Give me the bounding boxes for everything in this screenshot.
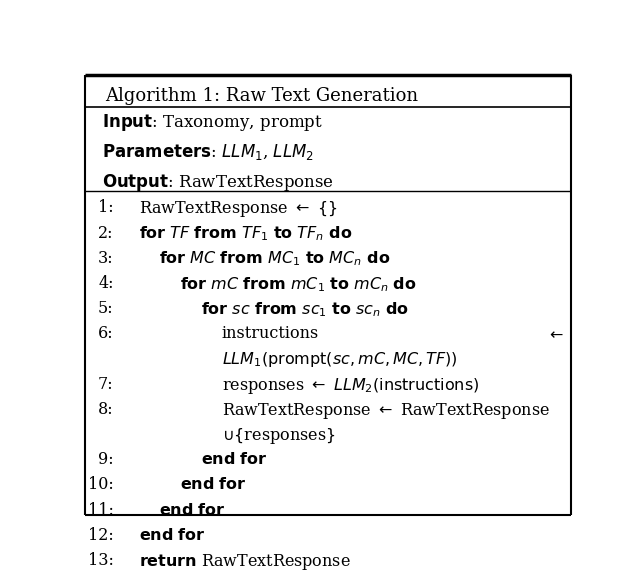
Text: $\mathbf{for}$ $sc$ $\mathbf{from}$ $sc_1$ $\mathbf{to}$ $sc_n$ $\mathbf{do}$: $\mathbf{for}$ $sc$ $\mathbf{from}$ $sc_…: [201, 300, 409, 319]
Text: 5:: 5:: [98, 300, 114, 317]
Text: $\mathbf{Input}$: Taxonomy, prompt: $\mathbf{Input}$: Taxonomy, prompt: [102, 112, 323, 133]
Text: 10:: 10:: [88, 477, 114, 493]
Text: $\mathbf{for}$ $mC$ $\mathbf{from}$ $mC_1$ $\mathbf{to}$ $mC_n$ $\mathbf{do}$: $\mathbf{for}$ $mC$ $\mathbf{from}$ $mC_…: [180, 275, 417, 294]
Text: RawTextResponse $\leftarrow$ RawTextResponse: RawTextResponse $\leftarrow$ RawTextResp…: [222, 401, 550, 421]
Text: $\mathbf{Output}$: RawTextResponse: $\mathbf{Output}$: RawTextResponse: [102, 172, 334, 193]
Text: $\mathbf{return}$ RawTextResponse: $\mathbf{return}$ RawTextResponse: [138, 552, 350, 572]
Text: 12:: 12:: [88, 527, 114, 544]
Text: 8:: 8:: [98, 401, 114, 418]
Text: $\mathbf{end\ for}$: $\mathbf{end\ for}$: [201, 451, 268, 468]
Text: 1:: 1:: [98, 199, 114, 216]
Text: 6:: 6:: [98, 325, 114, 342]
Text: Algorithm 1: Raw Text Generation: Algorithm 1: Raw Text Generation: [105, 87, 418, 105]
Text: $\mathbf{end\ for}$: $\mathbf{end\ for}$: [138, 527, 205, 544]
Text: $\mathbf{end\ for}$: $\mathbf{end\ for}$: [180, 477, 247, 493]
Text: 13:: 13:: [88, 552, 114, 569]
Text: 4:: 4:: [98, 275, 114, 292]
Text: 11:: 11:: [88, 502, 114, 519]
Text: responses $\leftarrow$ $LLM_2(\mathrm{instructions})$: responses $\leftarrow$ $LLM_2(\mathrm{in…: [222, 376, 479, 395]
Text: $\leftarrow$: $\leftarrow$: [546, 325, 564, 342]
Text: instructions: instructions: [222, 325, 319, 342]
Text: $\mathbf{Parameters}$: $LLM_1$, $LLM_2$: $\mathbf{Parameters}$: $LLM_1$, $LLM_2$: [102, 142, 314, 162]
Text: $\cup\{$responses$\}$: $\cup\{$responses$\}$: [222, 426, 335, 446]
Text: 3:: 3:: [98, 250, 114, 267]
Text: RawTextResponse $\leftarrow$ $\{\}$: RawTextResponse $\leftarrow$ $\{\}$: [138, 199, 337, 220]
Text: $\mathbf{for}$ $MC$ $\mathbf{from}$ $MC_1$ $\mathbf{to}$ $MC_n$ $\mathbf{do}$: $\mathbf{for}$ $MC$ $\mathbf{from}$ $MC_…: [159, 250, 390, 269]
Text: 9:: 9:: [98, 451, 114, 468]
Text: $LLM_1(\mathrm{prompt}(sc, mC, MC, TF))$: $LLM_1(\mathrm{prompt}(sc, mC, MC, TF))$: [222, 350, 458, 370]
Text: 7:: 7:: [98, 376, 114, 392]
Text: 2:: 2:: [98, 224, 114, 242]
Text: $\mathbf{end\ for}$: $\mathbf{end\ for}$: [159, 502, 226, 519]
Text: $\mathbf{for}$ $TF$ $\mathbf{from}$ $TF_1$ $\mathbf{to}$ $TF_n$ $\mathbf{do}$: $\mathbf{for}$ $TF$ $\mathbf{from}$ $TF_…: [138, 224, 352, 244]
